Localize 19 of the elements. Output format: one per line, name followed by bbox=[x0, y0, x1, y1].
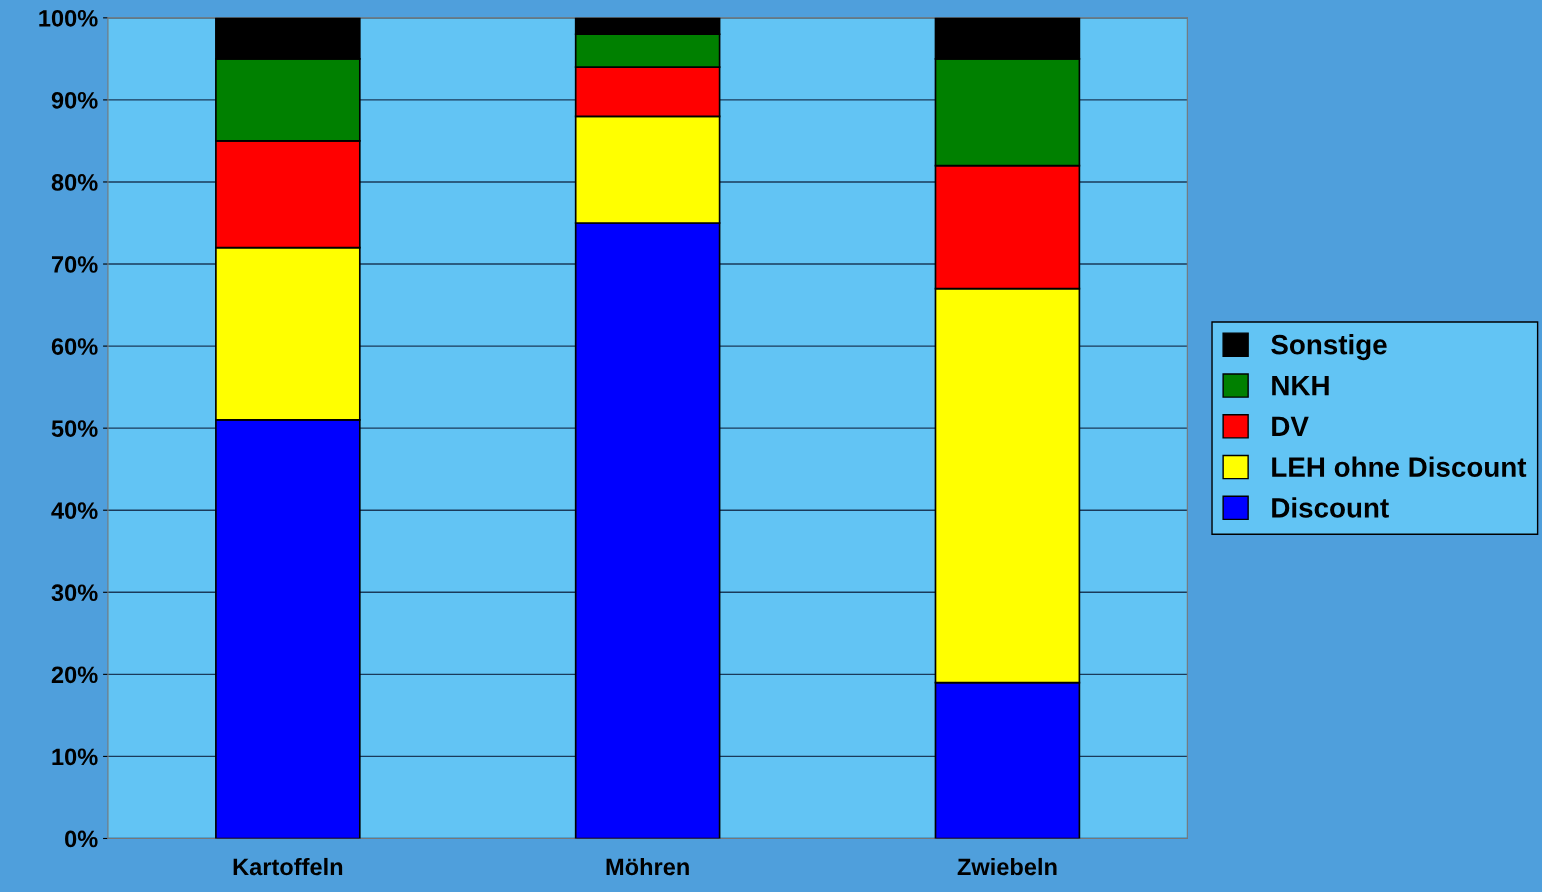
legend-label: DV bbox=[1272, 416, 1309, 436]
y-tick-label: 20% bbox=[51, 666, 98, 684]
x-tick-label: Zwiebeln bbox=[957, 857, 1057, 876]
y-tick-label: 60% bbox=[51, 338, 98, 355]
y-tick-label: 90% bbox=[51, 91, 98, 109]
y-tick-label: 70% bbox=[51, 256, 98, 273]
x-tick-label: Möhren bbox=[606, 857, 689, 876]
y-tick-label: 50% bbox=[51, 420, 98, 437]
y-tick-label: 10% bbox=[52, 748, 98, 766]
y-tick-label: 30% bbox=[51, 584, 98, 602]
y-tick-label: 80% bbox=[51, 174, 98, 191]
y-tick-label: 100% bbox=[39, 9, 98, 27]
legend-label: NKH bbox=[1272, 376, 1329, 396]
y-tick-label: 40% bbox=[51, 502, 98, 520]
legend-label: Discount bbox=[1272, 497, 1389, 518]
x-tick-label: Kartoffeln bbox=[233, 857, 343, 876]
y-tick-label: 0% bbox=[65, 830, 98, 848]
legend-label: LEH ohne Discount bbox=[1272, 456, 1527, 477]
legend-label: Sonstige bbox=[1271, 334, 1387, 361]
